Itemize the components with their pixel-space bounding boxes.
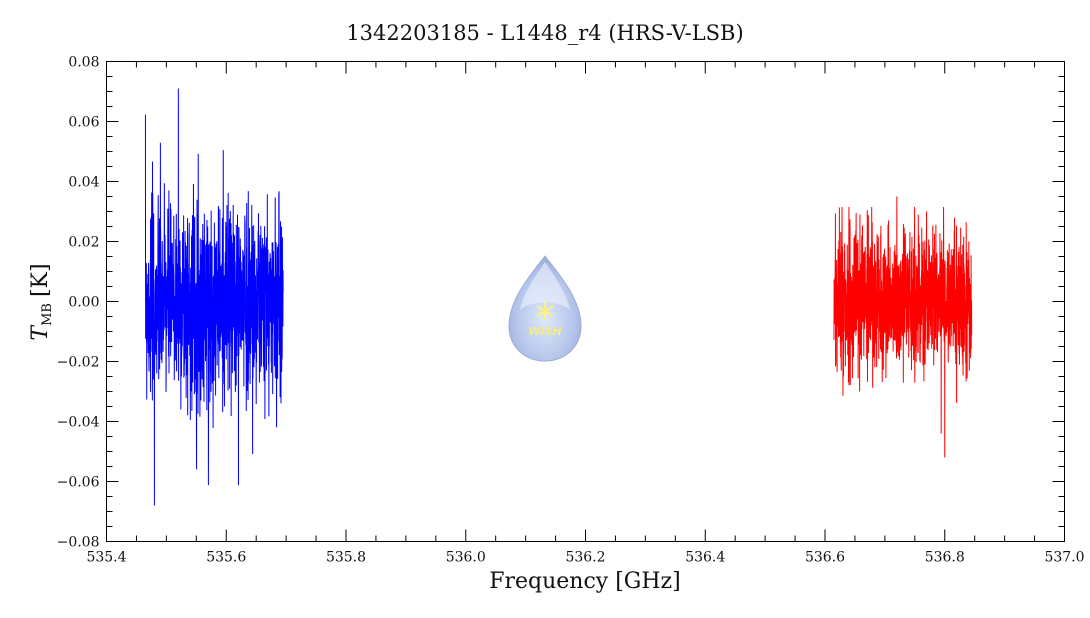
x-tick-label: 535.4: [86, 550, 126, 566]
star-icon: [536, 302, 554, 320]
series-blue-band: [144, 88, 284, 506]
y-label-unit: [K]: [28, 263, 53, 297]
y-tick-label: 0.06: [68, 115, 99, 131]
x-axis-label: Frequency [GHz]: [489, 569, 681, 594]
y-tick-label: 0.00: [68, 295, 99, 311]
y-tick-label: 0.08: [68, 55, 99, 71]
x-tick-label: 536.4: [685, 550, 725, 566]
x-tick-label: 537.0: [1044, 550, 1084, 566]
x-tick-label: 535.8: [326, 550, 366, 566]
series-red-band: [833, 196, 973, 458]
x-tick-label: 536.6: [805, 550, 845, 566]
y-tick-label: −0.08: [57, 535, 100, 551]
logo-text: WISH: [528, 325, 561, 338]
y-label-main: T: [28, 324, 53, 341]
x-tick-label: 536.8: [925, 550, 965, 566]
x-tick-label: 536.0: [446, 550, 486, 566]
svg-text:TMB[K]: TMB [K]: [28, 263, 55, 340]
x-tick-label: 536.2: [565, 550, 605, 566]
chart-title: 1342203185 - L1448_r4 (HRS-V-LSB): [346, 21, 743, 45]
y-tick-label: 0.02: [68, 235, 99, 251]
y-axis-label: TMB [K]: [28, 263, 55, 340]
y-tick-label: 0.04: [68, 175, 99, 191]
y-tick-label: −0.06: [57, 475, 100, 491]
x-tick-label: 535.6: [206, 550, 246, 566]
y-label-sub: MB: [40, 303, 55, 326]
wish-logo: WISH: [508, 255, 582, 362]
y-tick-label: −0.04: [57, 415, 100, 431]
y-tick-label: −0.02: [57, 355, 100, 371]
